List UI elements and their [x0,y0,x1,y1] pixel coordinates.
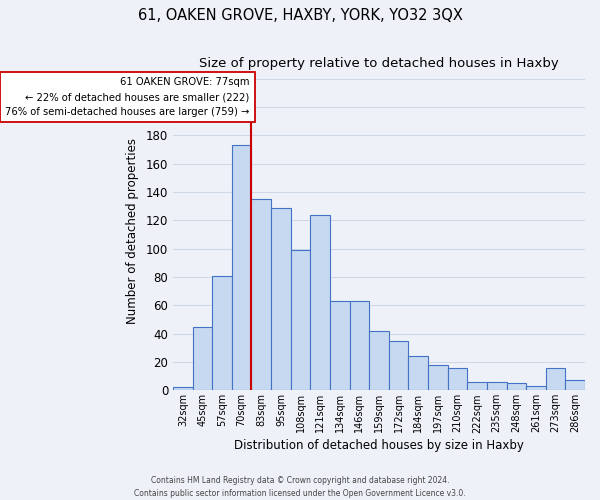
Bar [409,356,428,390]
X-axis label: Distribution of detached houses by size in Haxby: Distribution of detached houses by size … [234,440,524,452]
Bar [350,301,369,390]
Bar [467,382,487,390]
Bar [389,340,409,390]
Bar [565,380,585,390]
Bar [271,208,291,390]
Bar [330,301,350,390]
Text: 61, OAKEN GROVE, HAXBY, YORK, YO32 3QX: 61, OAKEN GROVE, HAXBY, YORK, YO32 3QX [137,8,463,22]
Title: Size of property relative to detached houses in Haxby: Size of property relative to detached ho… [199,58,559,70]
Bar [193,326,212,390]
Bar [546,368,565,390]
Bar [369,331,389,390]
Bar [506,383,526,390]
Text: Contains HM Land Registry data © Crown copyright and database right 2024.
Contai: Contains HM Land Registry data © Crown c… [134,476,466,498]
Bar [310,214,330,390]
Bar [251,199,271,390]
Bar [428,365,448,390]
Bar [212,276,232,390]
Y-axis label: Number of detached properties: Number of detached properties [126,138,139,324]
Bar [448,368,467,390]
Text: 61 OAKEN GROVE: 77sqm
← 22% of detached houses are smaller (222)
76% of semi-det: 61 OAKEN GROVE: 77sqm ← 22% of detached … [5,78,250,117]
Bar [291,250,310,390]
Bar [487,382,506,390]
Bar [173,388,193,390]
Bar [526,386,546,390]
Bar [232,146,251,390]
